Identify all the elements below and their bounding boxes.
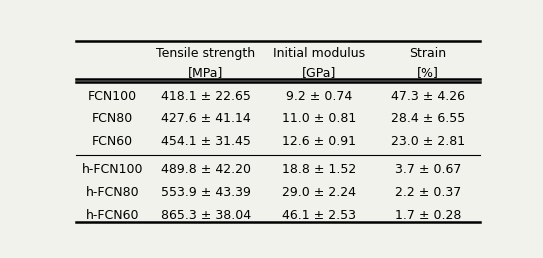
Text: 11.0 ± 0.81: 11.0 ± 0.81: [282, 112, 356, 125]
Text: Strain
[%]: Strain [%]: [409, 47, 446, 79]
Text: 553.9 ± 43.39: 553.9 ± 43.39: [161, 186, 250, 199]
Text: 47.3 ± 4.26: 47.3 ± 4.26: [391, 90, 465, 102]
Text: 454.1 ± 31.45: 454.1 ± 31.45: [161, 135, 250, 148]
Text: 865.3 ± 38.04: 865.3 ± 38.04: [161, 209, 251, 222]
Text: 3.7 ± 0.67: 3.7 ± 0.67: [395, 163, 461, 176]
Text: h-FCN60: h-FCN60: [86, 209, 140, 222]
Text: h-FCN100: h-FCN100: [82, 163, 143, 176]
Text: Tensile strength
[MPa]: Tensile strength [MPa]: [156, 47, 255, 79]
Text: FCN80: FCN80: [92, 112, 133, 125]
Text: 427.6 ± 41.14: 427.6 ± 41.14: [161, 112, 250, 125]
Text: 489.8 ± 42.20: 489.8 ± 42.20: [161, 163, 250, 176]
Text: FCN100: FCN100: [88, 90, 137, 102]
Text: 46.1 ± 2.53: 46.1 ± 2.53: [282, 209, 356, 222]
Text: 418.1 ± 22.65: 418.1 ± 22.65: [161, 90, 250, 102]
Text: 23.0 ± 2.81: 23.0 ± 2.81: [391, 135, 465, 148]
Text: h-FCN80: h-FCN80: [86, 186, 140, 199]
Text: 29.0 ± 2.24: 29.0 ± 2.24: [282, 186, 356, 199]
Text: Initial modulus
[GPa]: Initial modulus [GPa]: [273, 47, 365, 79]
Text: 9.2 ± 0.74: 9.2 ± 0.74: [286, 90, 352, 102]
Text: 18.8 ± 1.52: 18.8 ± 1.52: [282, 163, 356, 176]
Text: FCN60: FCN60: [92, 135, 133, 148]
Text: 1.7 ± 0.28: 1.7 ± 0.28: [395, 209, 461, 222]
Text: 12.6 ± 0.91: 12.6 ± 0.91: [282, 135, 356, 148]
Text: 2.2 ± 0.37: 2.2 ± 0.37: [395, 186, 461, 199]
Text: 28.4 ± 6.55: 28.4 ± 6.55: [390, 112, 465, 125]
